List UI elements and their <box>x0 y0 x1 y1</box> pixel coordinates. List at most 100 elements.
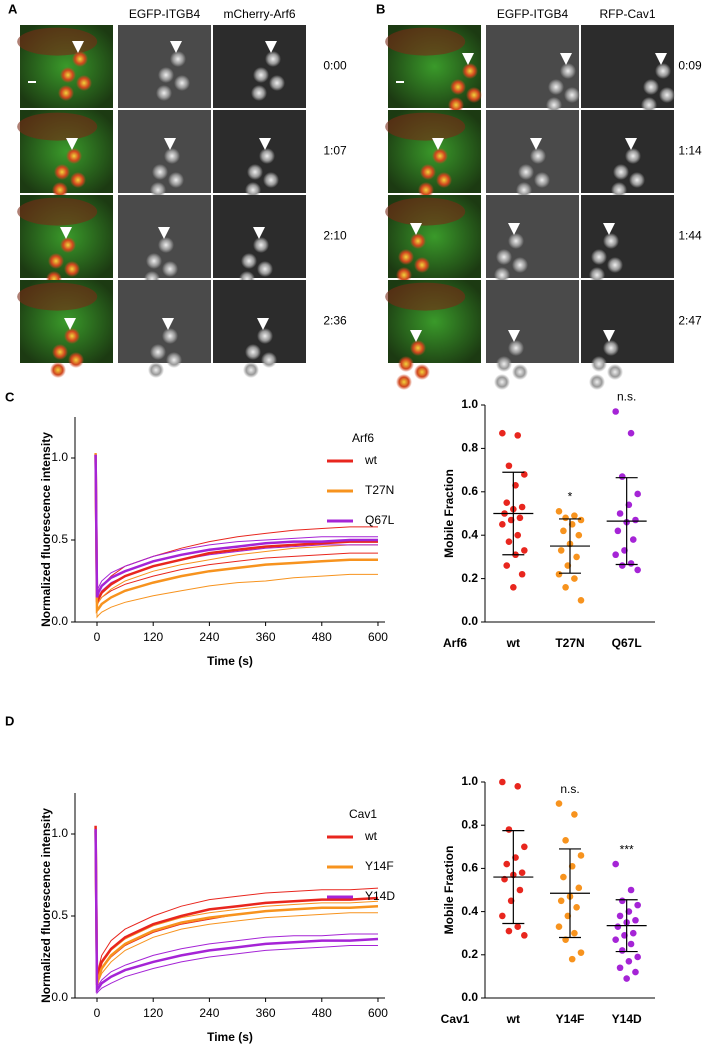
image-blob <box>156 85 172 101</box>
time-label: 1:07 <box>323 144 347 158</box>
data-point <box>499 521 506 528</box>
data-point <box>577 949 585 956</box>
image-blob <box>54 164 70 180</box>
image-blob <box>534 172 550 188</box>
image-blob <box>48 253 64 269</box>
scale-bar <box>396 81 404 83</box>
micrograph <box>486 195 579 283</box>
image-blob <box>60 67 76 83</box>
series-line <box>94 454 378 603</box>
data-point <box>634 953 641 961</box>
data-point <box>505 462 513 470</box>
image-blob <box>396 267 412 283</box>
x-axis-title: Time (s) <box>207 654 253 668</box>
data-point <box>627 886 635 894</box>
x-tick-label: Q67L <box>612 636 642 650</box>
image-region <box>17 27 98 56</box>
trace-line <box>95 457 378 619</box>
image-blob <box>70 172 86 188</box>
micrograph <box>581 25 675 113</box>
image-blob <box>512 257 528 273</box>
image-blob <box>259 148 275 164</box>
micrograph <box>385 110 481 198</box>
image-blob <box>158 67 174 83</box>
y-tick-label: 0.8 <box>461 817 478 831</box>
arrowhead <box>530 138 542 150</box>
data-point <box>573 903 580 911</box>
image-blob <box>68 352 84 368</box>
series-line <box>94 830 379 986</box>
image-blob <box>168 172 184 188</box>
y-tick-label: 0.5 <box>51 908 68 922</box>
data-point <box>505 826 513 833</box>
image-blob <box>146 253 162 269</box>
data-point <box>518 869 526 877</box>
x-tick-label: 480 <box>312 1006 332 1020</box>
arrowhead <box>60 227 72 239</box>
data-point <box>629 536 637 543</box>
micrograph <box>118 280 211 378</box>
image-region <box>17 282 98 311</box>
image-blob <box>60 237 76 253</box>
image-blob <box>257 328 273 344</box>
image-blob <box>450 79 466 95</box>
significance-label: * <box>568 490 573 504</box>
micrograph <box>118 195 211 287</box>
data-point <box>562 837 569 844</box>
image-blob <box>625 148 641 164</box>
series-line <box>94 454 378 598</box>
data-point <box>634 566 641 574</box>
axis-label: Cav1 <box>441 1012 470 1026</box>
image-blob <box>518 164 534 180</box>
x-tick-label: 480 <box>312 630 332 644</box>
data-point <box>521 843 528 851</box>
micrograph <box>581 110 674 198</box>
data-point <box>634 901 641 909</box>
image-blob <box>611 182 627 198</box>
arrowhead <box>265 41 277 53</box>
x-axis-title: Time (s) <box>207 1030 253 1044</box>
panel-label: A <box>8 1 18 16</box>
y-tick-label: 1.0 <box>51 450 68 464</box>
data-point <box>555 800 563 807</box>
image-blob <box>162 328 178 344</box>
image-blob <box>466 87 482 103</box>
data-point <box>555 508 563 515</box>
x-tick-label: wt <box>506 636 520 650</box>
data-point <box>562 514 569 522</box>
data-point <box>503 499 511 506</box>
trace-line <box>95 454 378 593</box>
panel-label: B <box>376 1 385 16</box>
micrograph <box>213 25 306 108</box>
x-tick-label: 360 <box>256 1006 276 1020</box>
panel-label: D <box>5 713 14 728</box>
micrograph <box>486 25 580 113</box>
micrograph <box>17 25 113 108</box>
y-tick-label: 0.6 <box>461 484 478 498</box>
image-blob <box>410 233 426 249</box>
significance-label: n.s. <box>617 390 636 404</box>
image-blob <box>66 148 82 164</box>
image-bg <box>118 110 211 193</box>
series-line <box>94 829 379 994</box>
image-region <box>385 197 466 226</box>
data-point <box>571 811 578 818</box>
trace-line <box>95 833 378 988</box>
data-point <box>612 936 619 943</box>
channel-label: RFP-Cav1 <box>599 7 655 21</box>
image-blob <box>265 51 281 67</box>
data-point <box>614 923 622 931</box>
data-point <box>575 531 583 539</box>
image-region <box>385 112 466 141</box>
image-blob <box>591 249 607 265</box>
micrograph <box>486 280 579 390</box>
x-tick-label: 600 <box>368 630 388 644</box>
image-blob <box>548 79 564 95</box>
arrowhead <box>603 223 615 235</box>
image-blob <box>76 75 92 91</box>
image-blob <box>150 182 166 198</box>
legend-label: Y14F <box>365 859 394 873</box>
y-axis-title: Normalized fluorescence intensity <box>39 808 53 1003</box>
data-point <box>632 916 639 924</box>
image-blob <box>494 374 510 390</box>
